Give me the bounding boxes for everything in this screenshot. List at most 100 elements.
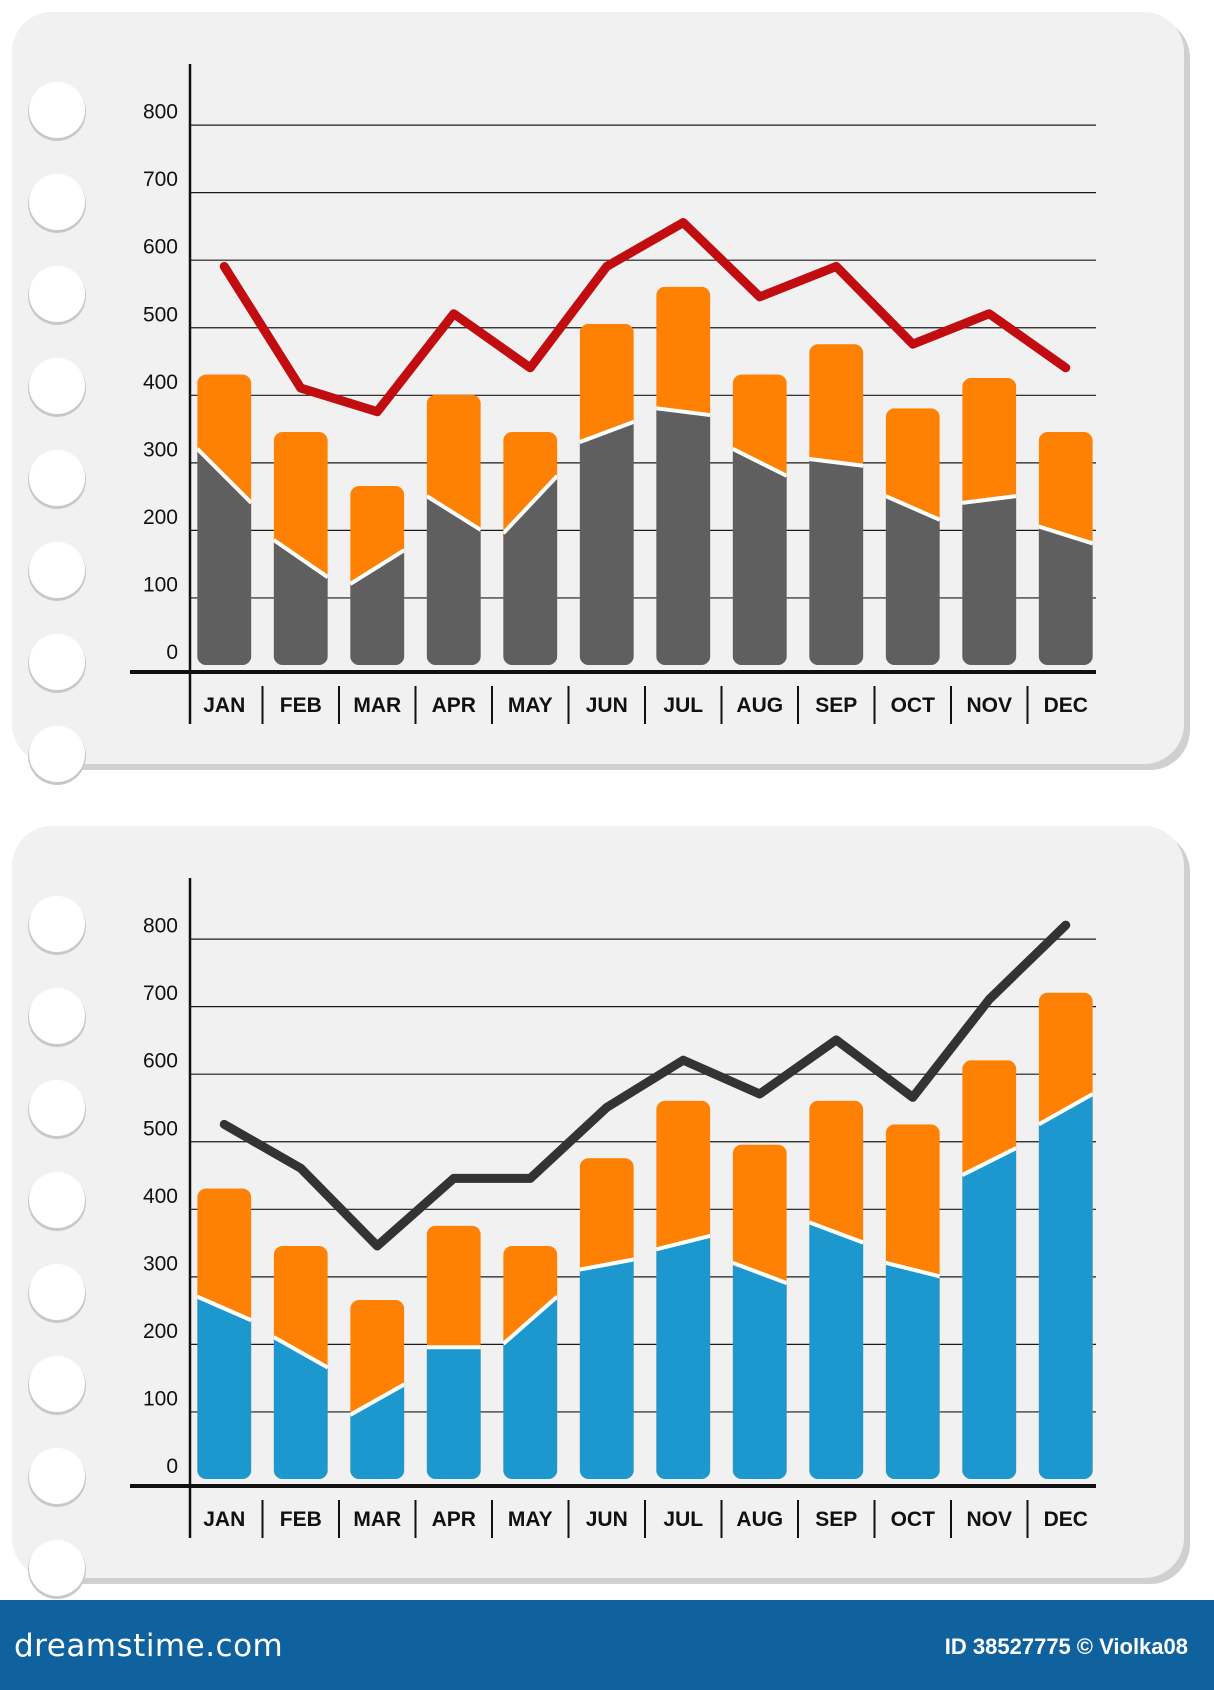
bar-separator [732, 1260, 787, 1285]
bar-oct [885, 408, 940, 665]
bar-segment-lower [885, 496, 940, 665]
watermark-logo: dreamstime.com [14, 1628, 284, 1664]
y-tick-label: 100 [143, 573, 178, 596]
bar-separator [197, 1294, 252, 1323]
y-tick-label: 800 [143, 915, 178, 938]
bar-jul [656, 286, 711, 665]
bar-segment-lower [732, 1262, 787, 1479]
bar-segment-lower [962, 1148, 1017, 1479]
bar-nov [962, 377, 1017, 665]
bar-segment-lower [1038, 526, 1093, 666]
bar-segment-lower [732, 448, 787, 665]
watermark-id: ID 38527775 © Violka08 [939, 1634, 1188, 1660]
bar-separator [885, 494, 940, 522]
bar-segment-lower [197, 1296, 252, 1480]
x-tick-label: DEC [1044, 1508, 1088, 1531]
ring-hole [29, 1264, 85, 1320]
bar-separator [579, 1257, 634, 1272]
bar-sep [809, 1100, 864, 1479]
x-tick-label: JUL [663, 1508, 703, 1531]
bar-separator [197, 447, 252, 505]
bar-segment-lower [885, 1262, 940, 1480]
bar-feb [273, 1245, 328, 1480]
bar-aug [732, 374, 787, 665]
x-tick-label: MAY [508, 694, 553, 717]
bar-feb [273, 431, 328, 666]
bar-separator [350, 1382, 405, 1417]
bar-jul [656, 1100, 711, 1479]
bar-mar [350, 1299, 405, 1480]
bar-segment-lower [503, 1296, 558, 1480]
bar-segment-lower [579, 421, 634, 665]
bar-may [503, 431, 558, 666]
bar-separator [732, 447, 787, 478]
bar-jan [197, 374, 252, 665]
ring-hole [29, 82, 85, 138]
x-tick-label: JAN [203, 694, 245, 717]
bar-separator [962, 494, 1017, 505]
y-tick-label: 600 [143, 236, 178, 259]
bar-separator [350, 548, 405, 586]
bar-segment-lower [426, 496, 481, 665]
charts-canvas: 0 100 200 300 400 500 600 700 800 JAN FEB MAR APR MAY… [12, 12, 1190, 1599]
ring-hole [29, 726, 85, 782]
bar-separator [273, 538, 328, 579]
y-tick-label: 700 [143, 982, 178, 1005]
bar-mar [350, 485, 405, 665]
ring-hole [29, 1540, 85, 1596]
bar-separator [656, 1233, 711, 1252]
watermark-footer: dreamstime.com ID 38527775 © Violka08 [0, 1600, 1214, 1690]
bar-separator [809, 1220, 864, 1245]
bar-segment-lower [579, 1259, 634, 1479]
bar-segment-lower [426, 1347, 481, 1479]
ring-hole [29, 1356, 85, 1412]
bar-separator [1038, 1092, 1093, 1127]
x-tick-label: OCT [891, 694, 936, 717]
bar-segment-lower [962, 496, 1017, 665]
bar-jan [197, 1188, 252, 1480]
y-tick-label: 500 [143, 303, 178, 326]
x-tick-label: AUG [736, 1508, 783, 1531]
y-tick-label: 300 [143, 1252, 178, 1275]
y-tick-label: 0 [166, 641, 178, 664]
y-tick-label: 400 [143, 371, 178, 394]
ring-hole [29, 896, 85, 952]
bar-separator [503, 1295, 558, 1346]
x-tick-label: SEP [815, 1508, 857, 1531]
ring-hole [29, 634, 85, 690]
y-tick-label: 500 [143, 1117, 178, 1140]
bar-separator [656, 406, 711, 418]
bar-sep [809, 344, 864, 665]
y-tick-label: 200 [143, 1320, 178, 1343]
x-tick-label: NOV [966, 694, 1012, 717]
bar-apr [426, 394, 481, 665]
ring-hole [29, 266, 85, 322]
y-tick-label: 0 [166, 1455, 178, 1478]
x-tick-label: FEB [280, 1508, 322, 1531]
copyright-text: © Violka08 [1076, 1634, 1188, 1659]
y-tick-label: 800 [143, 101, 178, 124]
y-tick-label: 700 [143, 168, 178, 191]
x-tick-label: SEP [815, 694, 857, 717]
ring-hole [29, 988, 85, 1044]
x-tick-label: JUL [663, 694, 703, 717]
bar-dec [1038, 992, 1093, 1479]
bar-jun [579, 1158, 634, 1479]
ring-hole [29, 542, 85, 598]
y-tick-label: 100 [143, 1387, 178, 1410]
x-tick-label: OCT [891, 1508, 936, 1531]
bar-segment-lower [656, 1235, 711, 1479]
bar-separator [962, 1146, 1017, 1177]
bar-may [503, 1245, 558, 1480]
bar-jun [579, 323, 634, 665]
chart-1: 0 100 200 300 400 500 600 700 800 JAN FEB MAR APR MAY… [12, 12, 1190, 785]
ring-hole [29, 1080, 85, 1136]
trend-line [219, 920, 1071, 1251]
ring-hole [29, 358, 85, 414]
bar-separator [273, 1335, 328, 1370]
bar-separator [503, 474, 558, 535]
y-tick-label: 600 [143, 1050, 178, 1073]
bar-segment-lower [197, 448, 252, 665]
bar-apr [426, 1225, 481, 1479]
bar-separator [809, 456, 864, 468]
